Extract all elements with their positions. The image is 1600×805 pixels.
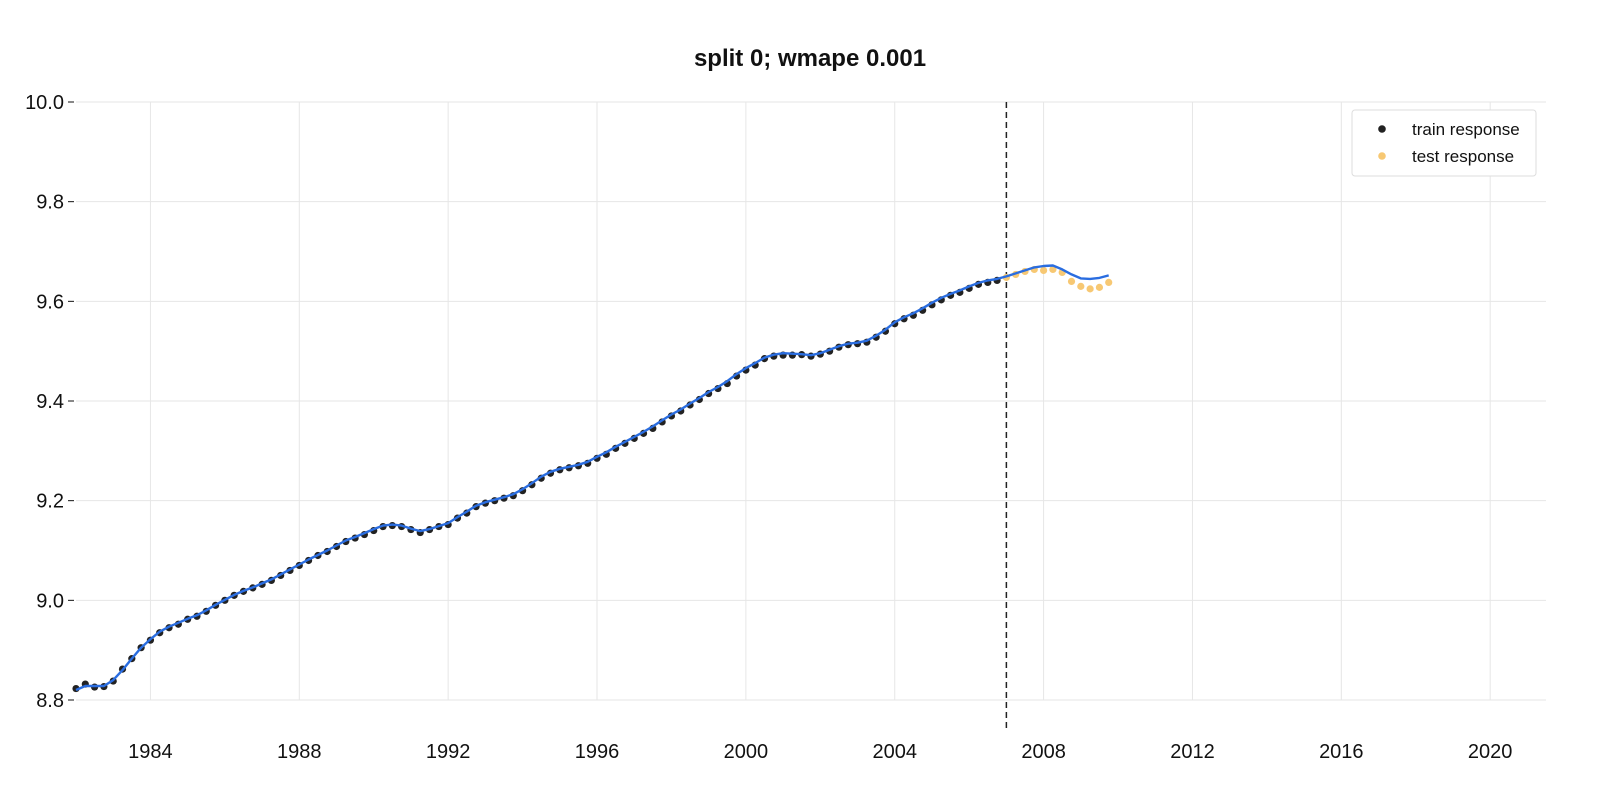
y-tick-label: 10.0 <box>25 92 64 114</box>
x-tick-label: 2008 <box>1021 741 1066 763</box>
x-tick-label: 2000 <box>724 741 769 763</box>
x-tick-label: 2004 <box>872 741 917 763</box>
legend-test-marker <box>1378 152 1386 160</box>
test-point <box>1105 278 1113 286</box>
y-tick-label: 9.2 <box>36 491 64 513</box>
grid <box>76 101 1546 701</box>
x-tick-label: 1988 <box>277 741 322 763</box>
test-point <box>1067 277 1076 285</box>
chart-title: split 0; wmape 0.001 <box>694 45 926 72</box>
y-tick-label: 9.6 <box>36 291 64 313</box>
x-tick-label: 2012 <box>1170 741 1215 763</box>
fit-line <box>75 264 1110 692</box>
y-tick-label: 9.0 <box>36 590 64 612</box>
test-point <box>1077 282 1085 290</box>
axes: 1984 1988 1992 1996 2000 2004 2008 2012 2016 2020… <box>25 92 1512 763</box>
legend-box <box>1351 109 1537 177</box>
test-point <box>1086 285 1094 293</box>
x-tick-label: 1984 <box>128 741 173 763</box>
test-point <box>1049 265 1057 274</box>
test-point <box>1039 266 1048 275</box>
test-point <box>1095 283 1104 291</box>
legend-train-label: train response <box>1412 120 1520 139</box>
legend-train-marker <box>1378 125 1386 133</box>
legend: train response test response <box>1351 109 1537 177</box>
x-tick-label: 1992 <box>426 741 471 763</box>
y-tick-label: 8.8 <box>36 690 64 712</box>
x-tick-label: 1996 <box>575 741 620 763</box>
plot-area <box>72 102 1113 732</box>
y-tick-label: 9.8 <box>36 192 64 214</box>
x-tick-label: 2016 <box>1319 741 1364 763</box>
y-tick-label: 9.4 <box>36 391 64 413</box>
legend-test-label: test response <box>1412 147 1514 166</box>
x-tick-label: 2020 <box>1468 741 1513 763</box>
